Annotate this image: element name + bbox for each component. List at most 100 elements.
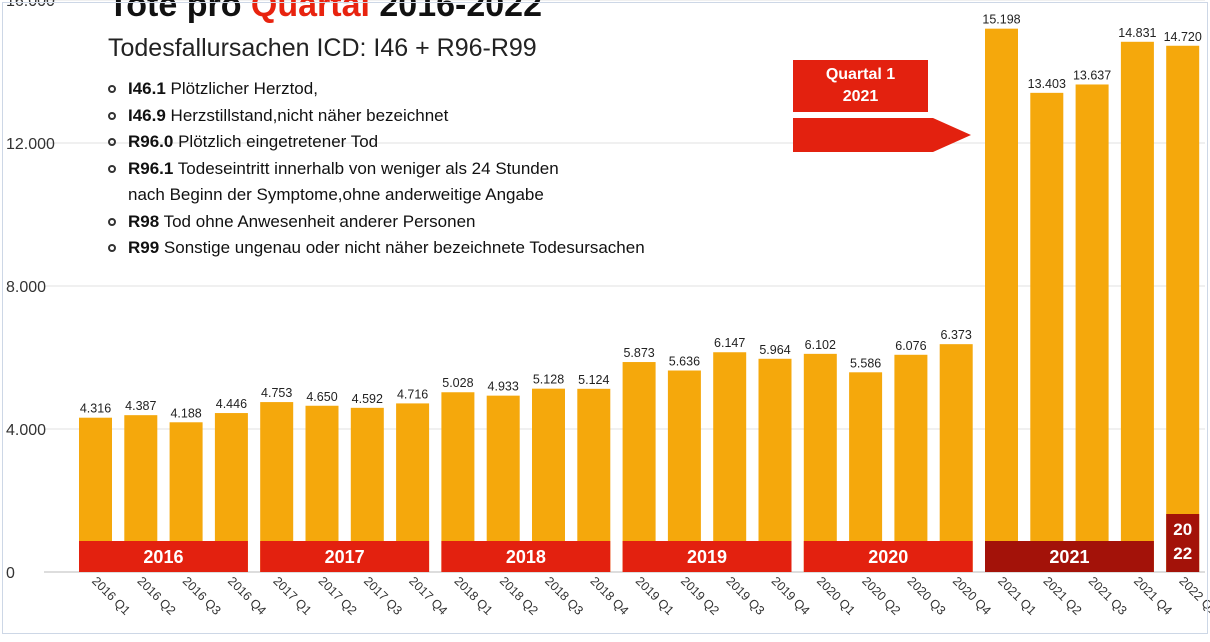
x-axis-ticks: 2016 Q1 2016 Q2 2016 Q3 2016 Q4 2017 Q1 2017 … — [89, 574, 1210, 618]
value-label: 14.831 — [1118, 26, 1156, 40]
year-band-label: 20 — [1173, 520, 1192, 539]
value-label: 4.387 — [125, 399, 156, 413]
callout-line-1: Quartal 1 — [825, 66, 896, 83]
x-tick-label: 2017 Q2 — [316, 574, 360, 618]
y-axis-ticks: 0 4.000 8.000 12.000 16.000 — [6, 0, 55, 582]
x-tick-label: 2018 Q1 — [452, 574, 496, 618]
year-band-label: 2019 — [687, 547, 727, 567]
cause-item: R98 Tod ohne Anwesenheit anderer Persone… — [108, 209, 645, 236]
year-band — [985, 541, 1154, 572]
x-tick-label: 2019 Q4 — [769, 574, 813, 618]
bar — [622, 362, 656, 572]
bar — [803, 353, 837, 572]
y-tick-label: 0 — [6, 565, 15, 582]
year-band — [260, 541, 430, 572]
x-tick-label: 2020 Q2 — [859, 574, 903, 618]
year-band-label: 2021 — [1049, 547, 1089, 567]
x-tick-label: 2021 Q4 — [1131, 574, 1175, 618]
year-band-label: 22 — [1173, 544, 1192, 563]
bullet-icon — [108, 111, 116, 120]
bar — [713, 352, 747, 572]
year-band — [803, 541, 973, 572]
cause-code: R99 — [128, 238, 160, 257]
cause-item: R96.1 Todeseintritt innerhalb von wenige… — [108, 156, 645, 209]
cause-list: I46.1 Plötzlicher Herztod, I46.9 Herzsti… — [108, 76, 645, 262]
quarter-callout: Quartal 1 2021 — [793, 60, 928, 112]
x-tick-label: 2017 Q4 — [406, 574, 450, 618]
bar — [849, 372, 883, 572]
value-label: 4.446 — [216, 397, 247, 411]
chart-subtitle: Todesfallursachen ICD: I46 + R96-R99 — [108, 34, 537, 62]
bar — [1166, 45, 1200, 572]
bar — [1120, 41, 1154, 572]
cause-text: Herzstillstand,nicht näher bezeichnet — [165, 105, 449, 125]
title-prefix: Tote pro — [108, 0, 251, 24]
x-tick-label: 2017 Q3 — [361, 574, 405, 618]
x-tick-label: 2018 Q2 — [497, 574, 541, 618]
x-tick-label: 2019 Q3 — [723, 574, 767, 618]
year-band — [441, 541, 611, 572]
cause-text: Plötzlicher Herztod, — [165, 79, 318, 98]
x-tick-label: 2021 Q2 — [1040, 574, 1084, 618]
value-label: 5.964 — [759, 343, 790, 357]
value-label: 4.316 — [80, 402, 111, 416]
cause-text: Sonstige ungenau oder nicht näher bezeic… — [159, 238, 645, 257]
cause-text: Todeseintritt innerhalb von weniger als … — [173, 158, 559, 178]
value-label: 5.873 — [623, 346, 654, 360]
year-band-label: 2018 — [506, 547, 546, 567]
y-tick-label: 4.000 — [6, 422, 46, 439]
bar — [985, 28, 1018, 572]
y-tick-label: 12.000 — [6, 136, 55, 153]
value-label: 13.637 — [1073, 68, 1111, 82]
x-tick-label: 2018 Q4 — [587, 574, 631, 618]
cause-item: I46.9 Herzstillstand,nicht näher bezeich… — [108, 103, 645, 130]
value-label: 13.403 — [1028, 77, 1066, 91]
bar — [894, 354, 928, 572]
value-label: 6.373 — [941, 328, 972, 342]
year-band — [622, 541, 792, 572]
value-label: 6.102 — [805, 338, 836, 352]
cause-code: R96.0 — [128, 132, 174, 151]
value-label: 6.147 — [714, 336, 745, 350]
bar — [1030, 92, 1064, 573]
cause-code: I46.9 — [128, 105, 166, 125]
callout-line-2: 2021 — [842, 88, 879, 105]
value-labels: 4.316 4.387 4.188 4.446 4.753 4.650 4.592 4.716… — [80, 13, 1202, 421]
cause-code: R98 — [128, 211, 160, 231]
value-label: 4.716 — [397, 387, 428, 401]
year-band-label: 2016 — [143, 547, 183, 567]
x-tick-label: 2019 Q2 — [678, 574, 722, 618]
year-band-label: 2017 — [325, 547, 365, 567]
cause-item: I46.1 Plötzlicher Herztod, — [108, 76, 645, 103]
cause-text-continued: nach Beginn der Symptome,ohne anderweiti… — [128, 185, 544, 204]
cause-item: R99 Sonstige ungenau oder nicht näher be… — [108, 235, 645, 262]
value-label: 15.198 — [982, 13, 1020, 27]
bar — [758, 358, 792, 572]
x-tick-label: 2017 Q1 — [270, 574, 314, 618]
bullet-icon — [108, 217, 116, 226]
year-band — [1166, 514, 1200, 572]
x-tick-label: 2020 Q4 — [950, 574, 994, 618]
bullet-icon — [108, 244, 116, 252]
value-label: 5.128 — [533, 373, 564, 387]
x-tick-label: 2020 Q1 — [814, 574, 858, 618]
value-label: 4.650 — [306, 390, 337, 404]
bar — [939, 344, 973, 572]
x-tick-label: 2016 Q1 — [89, 574, 133, 618]
title-suffix: 2016-2022 — [369, 0, 542, 24]
x-tick-label: 2020 Q3 — [905, 574, 949, 618]
value-label: 5.124 — [578, 373, 609, 387]
x-tick-label: 2022 Q1 — [1176, 574, 1210, 618]
y-tick-label: 16.000 — [6, 0, 55, 10]
cause-text: Tod ohne Anwesenheit anderer Personen — [159, 211, 476, 231]
value-label: 4.592 — [352, 392, 383, 406]
value-label: 6.076 — [895, 339, 926, 353]
x-tick-label: 2019 Q1 — [633, 574, 677, 618]
bar — [667, 370, 701, 572]
x-tick-label: 2018 Q3 — [542, 574, 586, 618]
y-tick-label: 8.000 — [6, 279, 46, 296]
x-tick-label: 2016 Q3 — [180, 574, 224, 618]
x-tick-label: 2021 Q3 — [1086, 574, 1130, 618]
